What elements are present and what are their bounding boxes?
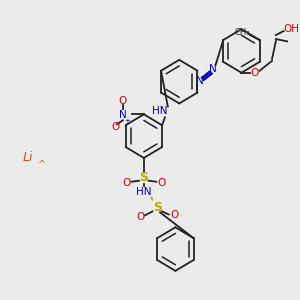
Text: +: +: [125, 118, 130, 124]
Text: Li: Li: [23, 152, 33, 164]
Text: ^: ^: [38, 160, 46, 170]
Text: OH: OH: [283, 24, 299, 34]
Text: N: N: [119, 110, 127, 120]
Text: O: O: [122, 178, 131, 188]
Text: N: N: [209, 64, 217, 74]
Text: CH₃: CH₃: [235, 28, 250, 37]
Text: N: N: [196, 76, 203, 85]
Text: S: S: [153, 201, 162, 214]
Text: O: O: [157, 178, 165, 188]
Text: O: O: [170, 210, 178, 220]
Text: O: O: [251, 68, 259, 78]
Text: HN: HN: [152, 106, 168, 116]
Text: HN: HN: [136, 187, 152, 196]
Text: O: O: [119, 97, 127, 106]
Text: O: O: [136, 212, 144, 222]
Text: S: S: [139, 171, 148, 184]
Text: O: O: [111, 122, 119, 132]
